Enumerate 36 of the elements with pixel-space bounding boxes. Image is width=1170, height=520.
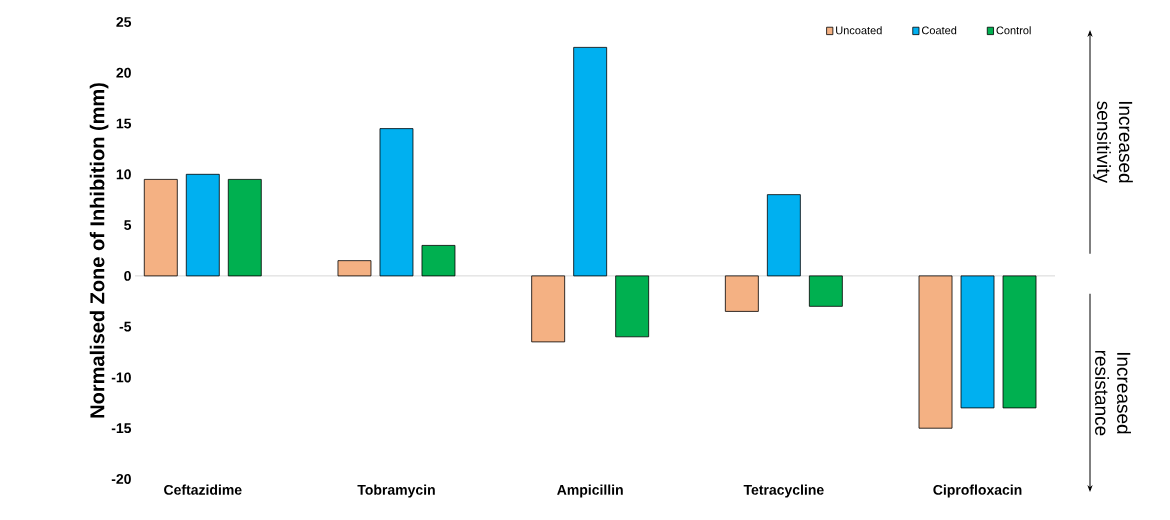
y-tick-label: 20 bbox=[116, 67, 131, 78]
x-tick-label: Ciprofloxacin bbox=[933, 484, 1022, 498]
y-tick-label: -5 bbox=[119, 321, 132, 332]
bar bbox=[573, 46, 608, 277]
bar bbox=[185, 173, 220, 277]
bar bbox=[615, 275, 650, 338]
bar bbox=[918, 275, 953, 429]
y-tick-label: 5 bbox=[124, 220, 132, 230]
bar bbox=[766, 194, 801, 277]
y-tick-label: 0 bbox=[124, 270, 131, 281]
bar bbox=[379, 128, 414, 277]
legend-label: Uncoated bbox=[836, 26, 882, 35]
x-tick-label: Ampicillin bbox=[557, 484, 623, 498]
bar bbox=[724, 275, 759, 312]
y-tick-label: 15 bbox=[116, 118, 132, 129]
text: Increased sensitivity bbox=[1093, 101, 1133, 184]
legend-label: Control bbox=[996, 26, 1031, 35]
x-tick-label: Ceftazidime bbox=[164, 484, 242, 495]
text: Increased resistance bbox=[1095, 350, 1131, 436]
y-tick-label: -15 bbox=[111, 423, 132, 434]
bar bbox=[421, 245, 456, 277]
bar bbox=[808, 275, 843, 307]
bar bbox=[1002, 275, 1037, 409]
bar bbox=[337, 260, 372, 277]
x-tick-label: Tetracycline bbox=[743, 484, 824, 498]
y-tick-label: 10 bbox=[116, 169, 131, 180]
bar bbox=[143, 179, 178, 277]
y-axis-title: Normalised Zone of Inhibition (mm) bbox=[89, 83, 109, 418]
bar bbox=[960, 275, 995, 409]
y-tick-label: -20 bbox=[111, 474, 131, 484]
bar bbox=[227, 179, 262, 277]
legend-label: Coated bbox=[921, 26, 957, 35]
y-tick-label: 25 bbox=[116, 17, 132, 27]
y-tick-label: -10 bbox=[111, 372, 131, 383]
bar bbox=[531, 275, 566, 343]
x-tick-label: Tobramycin bbox=[357, 484, 435, 498]
